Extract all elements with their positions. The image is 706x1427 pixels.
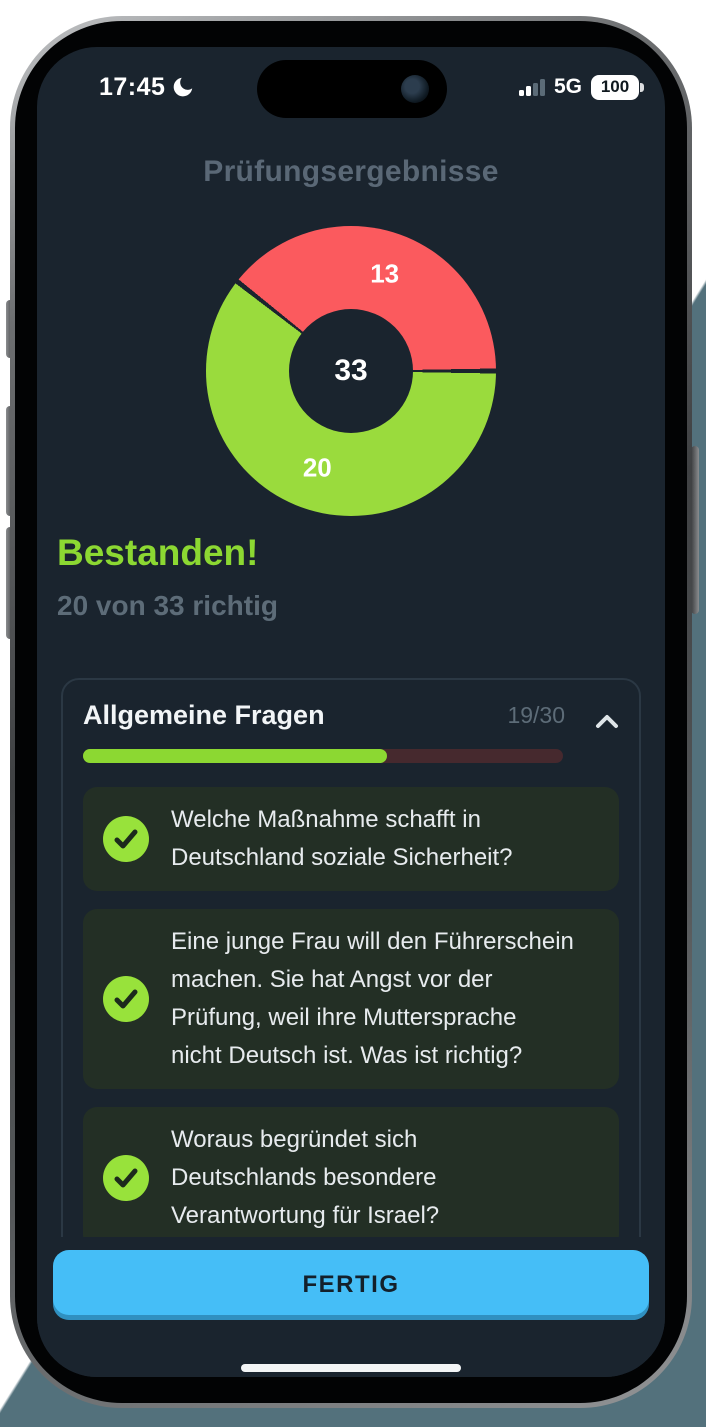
question-text: Woraus begründet sich Deutschlands beson… <box>171 1126 440 1229</box>
network-type-label: 5G <box>553 75 582 98</box>
category-header[interactable]: Allgemeine Fragen 19/30 <box>83 700 619 731</box>
signal-strength-icon <box>518 78 545 96</box>
status-time: 17:45 <box>99 72 166 101</box>
battery-icon: 100 <box>591 74 644 100</box>
donut-center: 33 <box>289 309 413 433</box>
question-item[interactable]: Welche Maßnahme schafft in Deutschland s… <box>83 787 619 891</box>
category-title: Allgemeine Fragen <box>83 700 325 730</box>
phone-frame: 17:45 5G 100 Prüf <box>10 16 692 1408</box>
donut-total-label: 33 <box>334 354 368 387</box>
status-bar: 17:45 5G 100 <box>37 71 665 103</box>
result-detail: 20 von 33 richtig <box>57 590 278 621</box>
result-status: Bestanden! <box>57 532 259 573</box>
phone-bezel: 17:45 5G 100 Prüf <box>15 21 687 1403</box>
results-donut-chart: 33 20 13 <box>206 226 496 516</box>
donut-correct-count-label: 20 <box>302 452 332 483</box>
phone-screen: 17:45 5G 100 Prüf <box>37 47 665 1377</box>
question-text: Eine junge Frau will den Führerschein ma… <box>171 928 574 1069</box>
question-item[interactable]: Eine junge Frau will den Führerschein ma… <box>83 909 619 1089</box>
page-title: Prüfungsergebnisse <box>203 155 499 188</box>
bottom-bar: FERTIG <box>37 1237 665 1377</box>
correct-check-icon <box>103 976 149 1022</box>
dynamic-island <box>257 60 447 118</box>
correct-check-icon <box>103 816 149 862</box>
front-camera-icon <box>401 75 429 103</box>
category-card: Allgemeine Fragen 19/30 Welche M <box>61 678 641 1275</box>
power-button <box>691 446 699 614</box>
question-list: Welche Maßnahme schafft in Deutschland s… <box>83 787 619 1249</box>
done-button[interactable]: FERTIG <box>53 1250 649 1320</box>
question-text: Welche Maßnahme schafft in Deutschland s… <box>171 806 513 871</box>
category-score: 19/30 <box>507 702 565 728</box>
do-not-disturb-moon-icon <box>174 77 193 97</box>
chevron-up-icon[interactable] <box>595 711 619 731</box>
donut-incorrect-count-label: 13 <box>370 258 400 289</box>
question-item[interactable]: Woraus begründet sich Deutschlands beson… <box>83 1107 619 1249</box>
battery-percent: 100 <box>600 77 630 96</box>
home-indicator[interactable] <box>241 1364 461 1372</box>
results-scroll-area[interactable]: Prüfungsergebnisse 33 20 13 Bestanden! 2… <box>37 47 665 1377</box>
correct-check-icon <box>103 1155 149 1201</box>
category-progress-fill <box>83 749 387 763</box>
category-progress-bar <box>83 749 563 763</box>
